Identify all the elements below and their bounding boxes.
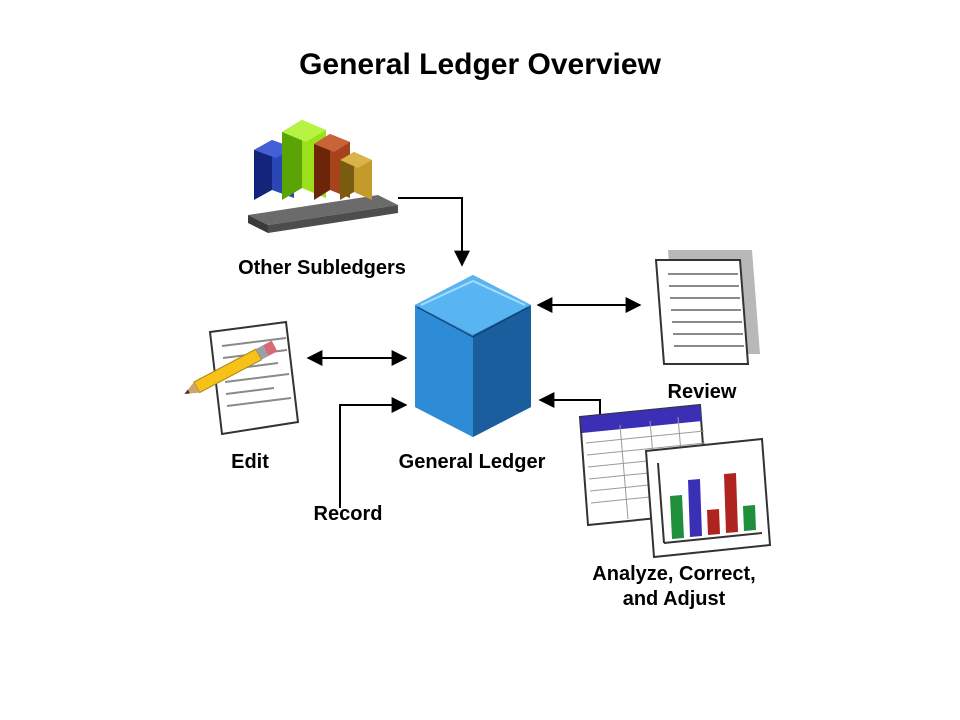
label-analyze: Analyze, Correct, and Adjust [554, 562, 794, 612]
books-icon [248, 120, 398, 233]
label-record: Record [288, 502, 408, 527]
edit-paper-icon [182, 322, 298, 434]
connector-analyze-ledger [540, 400, 600, 445]
diagram-stage: General Ledger Overview [0, 0, 960, 720]
icons-layer [0, 0, 960, 720]
connector-subledgers-to-ledger [398, 198, 462, 265]
documents-icon [656, 250, 760, 364]
page-title: General Ledger Overview [0, 48, 960, 82]
analyze-icon [580, 405, 770, 557]
label-edit: Edit [200, 450, 300, 475]
connectors-layer [0, 0, 960, 720]
label-other-subledgers: Other Subledgers [212, 256, 432, 281]
label-review: Review [642, 380, 762, 405]
database-icon [415, 275, 531, 437]
label-general-ledger: General Ledger [382, 450, 562, 475]
